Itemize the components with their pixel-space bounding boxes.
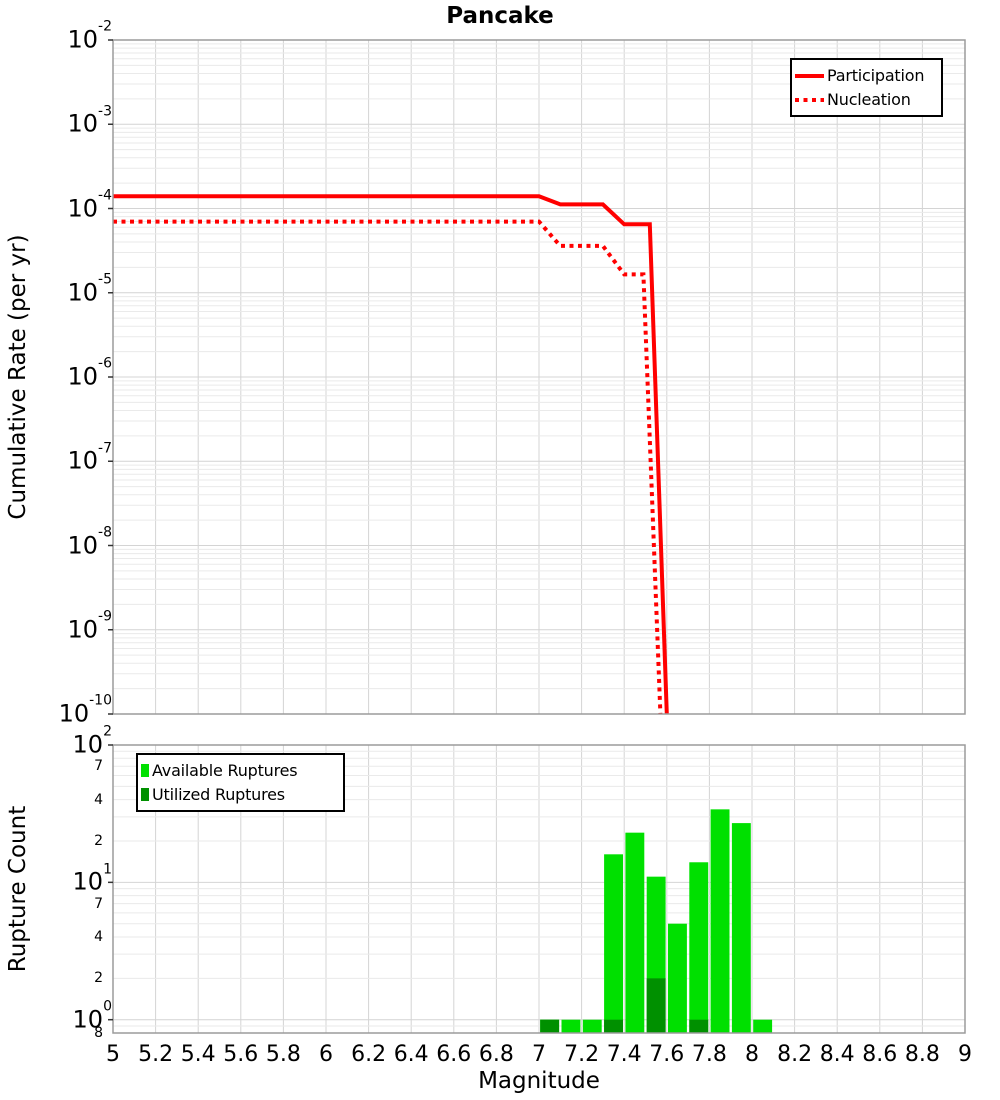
legend-label-utilized-ruptures: Utilized Ruptures	[152, 785, 285, 804]
bottom-legend: Available Ruptures Utilized Ruptures	[136, 753, 345, 812]
y-tick-label: 10-2	[67, 18, 112, 54]
y-tick-label: 102	[72, 723, 112, 759]
y-tick-label: 10-5	[67, 271, 112, 307]
y-tick-label: 10-3	[67, 103, 112, 138]
y-tick-label: 10-8	[67, 524, 112, 560]
x-tick-label: 7.6	[649, 1042, 685, 1067]
x-axis-title: Magnitude	[478, 1068, 600, 1094]
x-tick-label: 7.8	[691, 1042, 727, 1067]
available-bar	[753, 1019, 773, 1033]
available-bar	[731, 823, 751, 1033]
available-bar	[625, 832, 645, 1033]
x-tick-label: 5.6	[223, 1042, 259, 1067]
y-tick-label: 10-7	[67, 440, 112, 475]
x-tick-label: 5.8	[265, 1042, 301, 1067]
x-tick-label: 8	[745, 1042, 759, 1067]
x-tick-label: 8.4	[819, 1042, 855, 1067]
x-tick-label: 7.4	[606, 1042, 642, 1067]
participation-line	[113, 194, 669, 715]
y-tick-label: 10-10	[58, 692, 112, 728]
y-minor-tick-label: 4	[94, 929, 103, 945]
participation-line-swatch	[795, 73, 824, 78]
utilized-bar	[540, 1019, 560, 1033]
utilized-bar	[646, 978, 666, 1033]
y-minor-tick-label: 4	[94, 791, 103, 808]
gridlines	[113, 40, 965, 714]
y-tick-label: 10-9	[67, 608, 112, 644]
available-bar	[582, 1019, 602, 1033]
y-minor-tick-label: 7	[94, 895, 103, 912]
x-tick-label: 6.2	[351, 1042, 387, 1067]
legend-item-participation: Participation	[795, 66, 938, 85]
nucleation-line	[113, 219, 663, 715]
x-tick-label: 5	[106, 1042, 120, 1067]
utilized-bar	[689, 1019, 709, 1033]
y-tick-label: 10-4	[67, 187, 112, 223]
legend-item-available-ruptures: Available Ruptures	[141, 761, 340, 780]
available-bar	[668, 923, 687, 1033]
x-tick-label: 8.8	[904, 1042, 940, 1067]
y-minor-tick-label: 8	[94, 1025, 103, 1041]
legend-label-participation: Participation	[827, 66, 925, 85]
top-legend: Participation Nucleation	[790, 58, 943, 117]
available-bar	[689, 862, 709, 1033]
x-tick-label: 5.4	[180, 1042, 216, 1067]
top-panel	[108, 39, 966, 715]
utilized-ruptures-swatch	[141, 788, 149, 801]
nucleation-line-swatch	[795, 97, 824, 102]
x-tick-label: 6.6	[436, 1042, 472, 1067]
available-bars	[540, 809, 773, 1033]
y-minor-tick-label: 7	[94, 758, 103, 775]
legend-label-nucleation: Nucleation	[827, 90, 911, 109]
utilized-bars	[540, 978, 709, 1033]
x-tick-label: 8.2	[777, 1042, 813, 1067]
available-bar	[561, 1019, 581, 1033]
available-bar	[710, 809, 730, 1033]
legend-item-nucleation: Nucleation	[795, 90, 938, 109]
y-tick-label: 101	[72, 861, 112, 896]
x-tick-label: 6.8	[478, 1042, 514, 1067]
x-tick-label: 7.2	[564, 1042, 600, 1067]
x-tick-label: 9	[958, 1042, 972, 1067]
available-bar	[604, 854, 623, 1033]
panel-frame	[112, 744, 966, 1034]
y-tick-label: 10-6	[67, 355, 112, 391]
x-tick-label: 8.6	[862, 1042, 898, 1067]
utilized-bar	[604, 1019, 623, 1033]
available-ruptures-swatch	[141, 764, 149, 777]
x-tick-label: 6.4	[393, 1042, 429, 1067]
x-tick-label: 7	[532, 1042, 546, 1067]
legend-item-utilized-ruptures: Utilized Ruptures	[141, 785, 340, 804]
y-minor-tick-label: 2	[94, 970, 103, 987]
x-tick-label: 6	[319, 1042, 333, 1067]
chart-title: Pancake	[446, 3, 554, 29]
x-tick-label: 5.2	[138, 1042, 174, 1067]
y-minor-tick-label: 2	[94, 833, 103, 849]
bottom-panel	[108, 744, 966, 1034]
y-tick-label: 100	[72, 998, 112, 1034]
legend-label-available-ruptures: Available Ruptures	[152, 761, 298, 780]
